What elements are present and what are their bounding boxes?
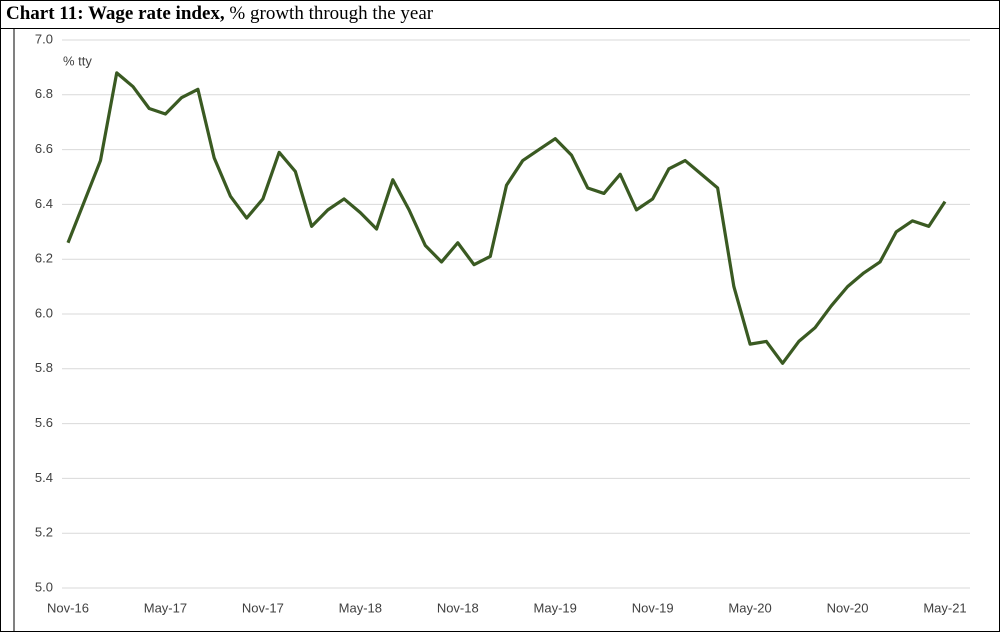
y-tick-label: 6.4 <box>35 196 53 211</box>
chart-title: Chart 11: Wage rate index, <box>6 3 225 24</box>
x-tick-label: Nov-18 <box>437 600 479 615</box>
series-line <box>66 71 947 365</box>
x-tick-label: May-17 <box>144 600 187 615</box>
x-tick-label: Nov-16 <box>47 600 89 615</box>
y-axis-label: % tty <box>63 53 92 68</box>
y-tick-label: 6.0 <box>35 305 53 320</box>
title-line: Chart 11: Wage rate index, % growth thro… <box>6 3 434 24</box>
x-tick-label: May-21 <box>923 600 966 615</box>
x-tick-label: Nov-17 <box>242 600 284 615</box>
y-tick-label: 5.6 <box>35 415 53 430</box>
y-tick-label: 6.6 <box>35 141 53 156</box>
y-tick-label: 7.0 <box>35 31 53 46</box>
y-tick-label: 5.4 <box>35 470 53 485</box>
chart-subtitle: % growth through the year <box>229 3 433 24</box>
y-tick-label: 5.2 <box>35 525 53 540</box>
x-tick-label: Nov-19 <box>632 600 674 615</box>
x-tick-label: Nov-20 <box>827 600 869 615</box>
x-tick-label: May-20 <box>728 600 771 615</box>
y-tick-label: 5.0 <box>35 579 53 594</box>
x-tick-label: May-19 <box>534 600 577 615</box>
y-tick-label: 6.8 <box>35 86 53 101</box>
y-tick-label: 6.2 <box>35 251 53 266</box>
y-tick-label: 5.8 <box>35 360 53 375</box>
x-tick-label: May-18 <box>339 600 382 615</box>
